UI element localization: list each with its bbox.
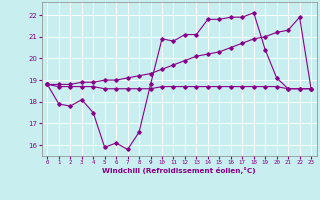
X-axis label: Windchill (Refroidissement éolien,°C): Windchill (Refroidissement éolien,°C) <box>102 167 256 174</box>
